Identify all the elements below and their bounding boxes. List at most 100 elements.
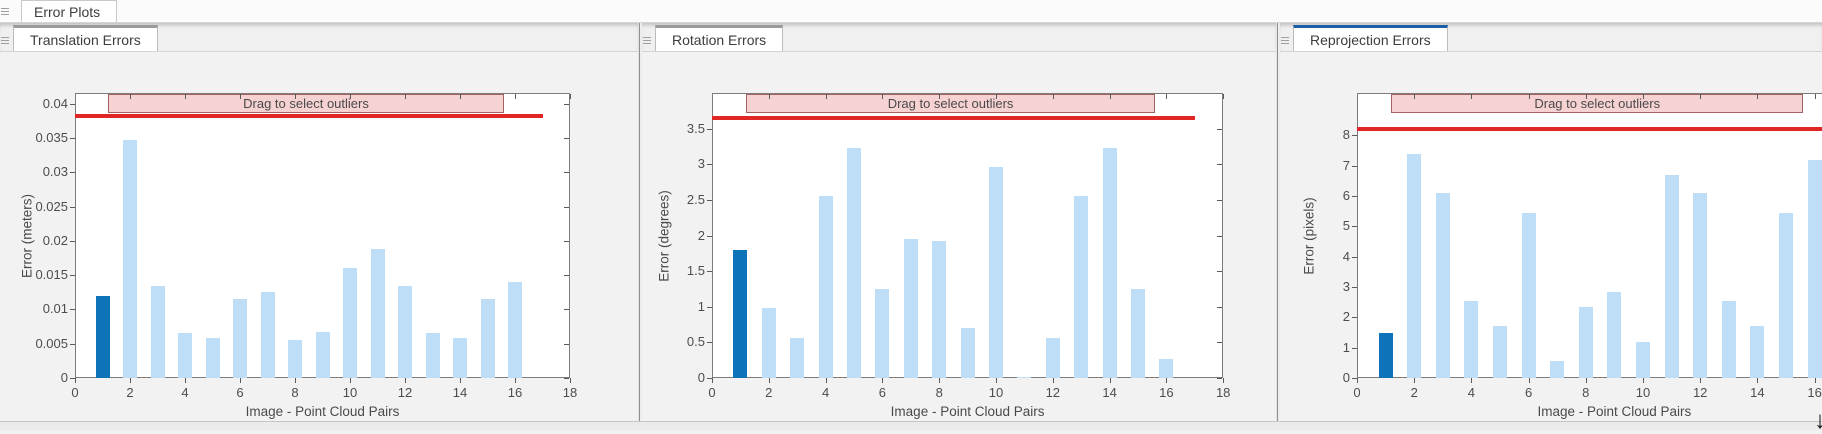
panel-tab-bar: Reprojection Errors xyxy=(1280,23,1822,52)
panel-tab-2[interactable]: Rotation Errors xyxy=(655,25,784,51)
panel-splitter[interactable] xyxy=(1276,23,1280,421)
grip-handle-icon[interactable] xyxy=(1281,37,1291,44)
y-tick-label: 3 xyxy=(1342,279,1350,295)
chart-bar[interactable] xyxy=(1779,212,1793,378)
tab-error-plots[interactable]: Error Plots xyxy=(21,0,117,22)
x-axis-tick xyxy=(996,378,997,383)
chart-bar[interactable] xyxy=(1074,195,1089,378)
chart-bar[interactable] xyxy=(1102,147,1117,378)
x-axis-label: Image - Point Cloud Pairs xyxy=(1537,404,1692,419)
x-axis-tick xyxy=(350,378,351,383)
y-axis-right-tick xyxy=(1217,164,1223,166)
chart-bar[interactable] xyxy=(453,338,467,378)
chart-bar[interactable] xyxy=(1045,338,1060,378)
chart-bar[interactable] xyxy=(1378,332,1393,378)
chart-bar[interactable] xyxy=(480,298,495,378)
x-axis-label: Image - Point Cloud Pairs xyxy=(245,404,400,419)
chart-bar[interactable] xyxy=(205,338,220,378)
chart-bar[interactable] xyxy=(315,332,330,378)
x-axis-top-tick xyxy=(460,94,461,99)
y-axis-tick xyxy=(707,271,712,273)
x-tick-label: 4 xyxy=(181,385,189,400)
y-axis-tick xyxy=(707,164,712,166)
y-axis-right-tick xyxy=(564,172,569,174)
chart-bar[interactable] xyxy=(847,147,861,378)
chart-bar[interactable] xyxy=(1464,300,1479,378)
chart-bar[interactable] xyxy=(288,339,302,378)
chart-bar[interactable] xyxy=(398,285,412,378)
chart-bar[interactable] xyxy=(1435,193,1450,378)
chart-bar[interactable] xyxy=(1607,291,1622,378)
outlier-drag-band[interactable]: Drag to select outliers xyxy=(1391,94,1804,113)
chart-bar[interactable] xyxy=(1636,341,1650,378)
outlier-band-label: Drag to select outliers xyxy=(887,96,1014,111)
x-tick-label: 6 xyxy=(878,385,886,400)
y-axis-tick xyxy=(707,378,712,379)
chart-bar[interactable] xyxy=(1159,359,1174,378)
grip-handle-icon[interactable] xyxy=(1,37,11,44)
chart-bar[interactable] xyxy=(150,285,165,378)
y-tick-label: 2 xyxy=(697,227,705,243)
chart-bar[interactable] xyxy=(260,291,275,378)
chart-bar[interactable] xyxy=(903,239,918,378)
chart-bar[interactable] xyxy=(123,140,137,378)
chart-bar[interactable] xyxy=(875,288,890,378)
chart-bar[interactable] xyxy=(1750,326,1765,378)
y-axis-tick xyxy=(707,306,712,308)
x-axis-top-tick xyxy=(825,94,827,99)
chart-bar[interactable] xyxy=(733,249,748,378)
chart-bar[interactable] xyxy=(370,248,385,378)
chart-bar[interactable] xyxy=(178,332,192,378)
chart-bar[interactable] xyxy=(1807,159,1822,378)
chart-bar[interactable] xyxy=(425,332,440,378)
y-axis-tick xyxy=(707,199,712,201)
panel-splitter[interactable] xyxy=(638,23,642,421)
x-tick-label: 10 xyxy=(988,385,1004,400)
chart-bar[interactable] xyxy=(1693,193,1708,378)
chart-bar[interactable] xyxy=(1721,300,1736,378)
x-axis-top-tick xyxy=(1643,94,1644,99)
x-tick-label: 12 xyxy=(1045,385,1061,400)
chart-bar[interactable] xyxy=(508,282,522,378)
y-tick-label: 0.02 xyxy=(42,232,68,248)
y-axis-label: Error (degrees) xyxy=(656,189,672,282)
chart-bar[interactable] xyxy=(790,338,805,378)
chart-bar[interactable] xyxy=(960,328,975,378)
x-axis-tick xyxy=(1223,378,1225,383)
chart-bar[interactable] xyxy=(1131,288,1145,378)
dock-arrow-icon[interactable]: ↓ xyxy=(1814,407,1822,434)
x-axis-top-tick xyxy=(939,94,941,99)
chart-bar[interactable] xyxy=(932,241,947,378)
x-tick-label: 2 xyxy=(126,385,134,400)
x-tick-label: 8 xyxy=(1582,385,1590,400)
y-axis-tick xyxy=(1352,196,1357,198)
chart-bar[interactable] xyxy=(818,195,833,378)
grip-handle-icon[interactable] xyxy=(643,37,653,44)
x-axis-tick xyxy=(1585,378,1587,383)
chart-bar[interactable] xyxy=(1407,153,1422,378)
chart-bar[interactable] xyxy=(95,295,110,378)
chart-bar[interactable] xyxy=(233,298,247,378)
chart-bar[interactable] xyxy=(1578,306,1593,378)
x-axis-tick xyxy=(1471,378,1473,383)
chart-bar[interactable] xyxy=(1017,376,1032,378)
x-axis-tick xyxy=(295,378,296,383)
threshold-line xyxy=(712,115,1195,120)
chart-bar[interactable] xyxy=(1664,174,1679,378)
y-tick-label: 3.5 xyxy=(686,120,705,136)
y-axis-right-tick xyxy=(1217,378,1223,379)
chart-bar[interactable] xyxy=(1550,361,1565,378)
outlier-drag-band[interactable]: Drag to select outliers xyxy=(746,94,1156,113)
panel-tab-bar: Rotation Errors xyxy=(642,23,1276,52)
chart-bar[interactable] xyxy=(761,308,776,378)
grip-handle-icon[interactable] xyxy=(1,0,11,22)
chart-bar[interactable] xyxy=(1493,326,1507,378)
chart-bar[interactable] xyxy=(989,167,1003,378)
chart-bar[interactable] xyxy=(343,268,357,378)
outlier-drag-band[interactable]: Drag to select outliers xyxy=(108,94,504,113)
panel-tab-1[interactable]: Translation Errors xyxy=(13,25,158,51)
panel-tab-3[interactable]: Reprojection Errors xyxy=(1293,25,1448,51)
y-axis-right-tick xyxy=(564,343,569,345)
chart-bar[interactable] xyxy=(1521,212,1536,378)
y-tick-label: 8 xyxy=(1342,127,1350,143)
